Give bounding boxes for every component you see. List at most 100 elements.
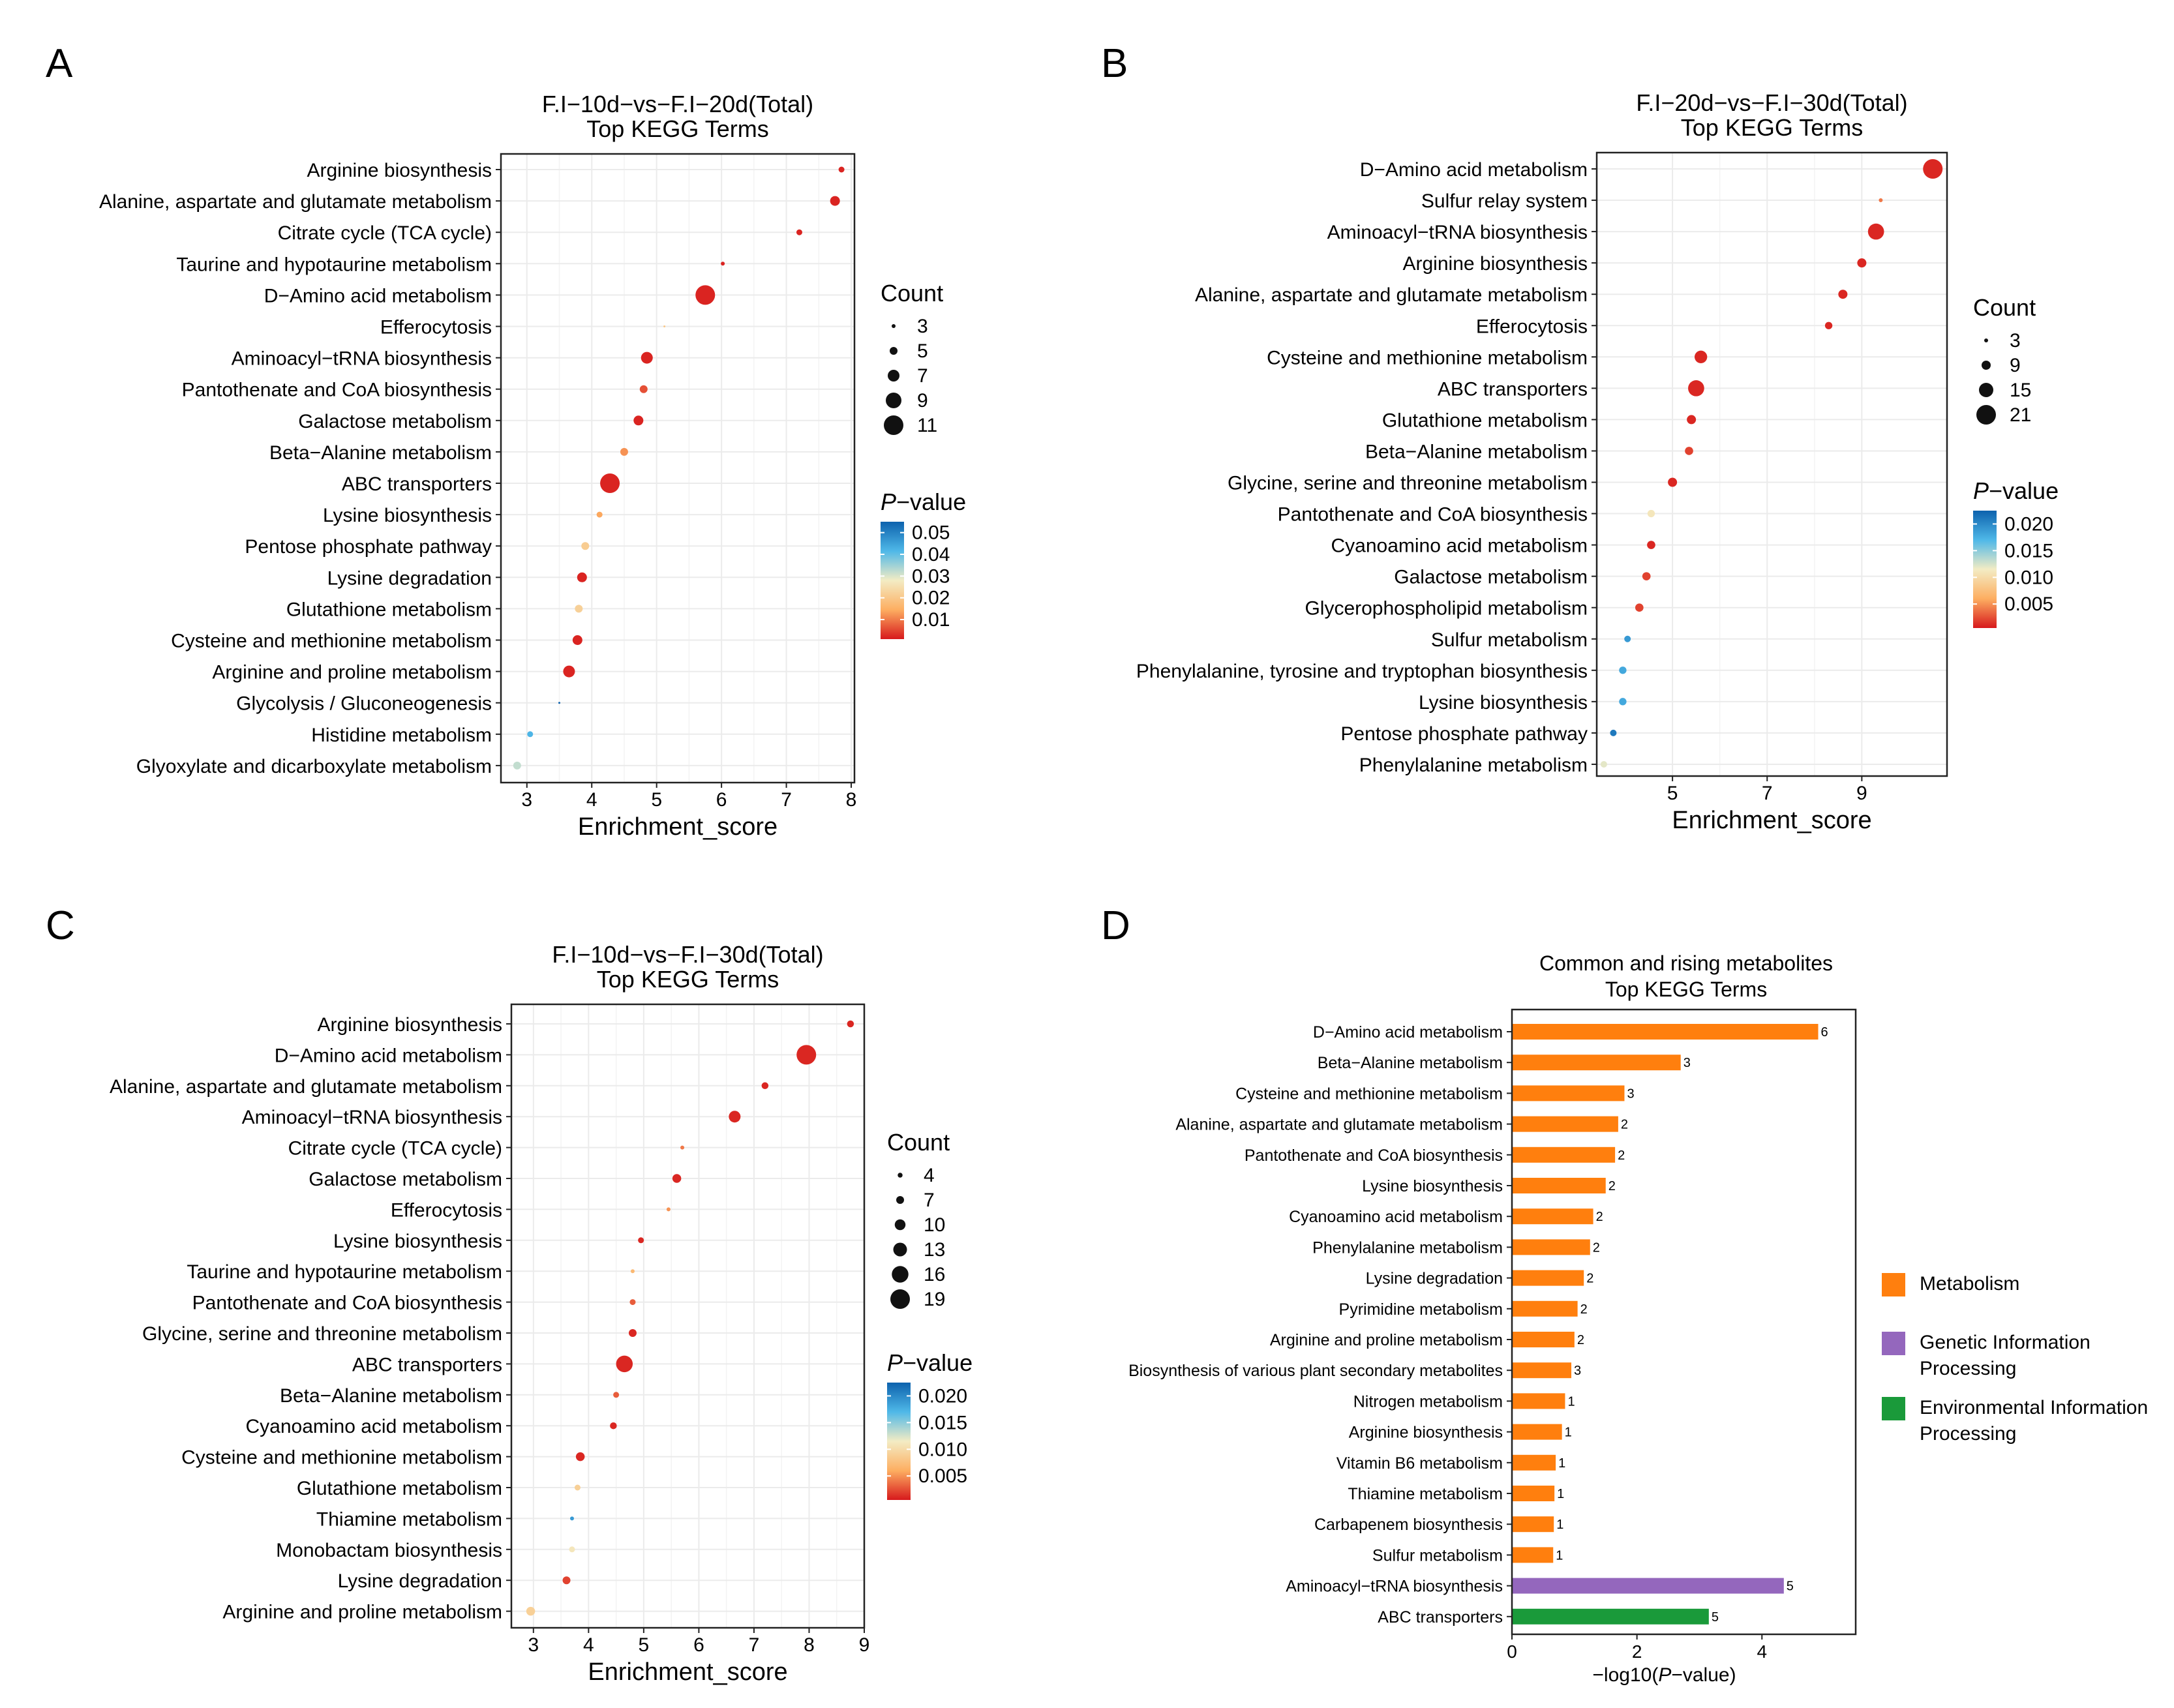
category-label: Cyanoamino acid metabolism [1289, 1208, 1503, 1226]
x-axis-label: Enrichment_score [1672, 807, 1871, 834]
data-point [613, 1392, 620, 1398]
chart-subtitle: Top KEGG Terms [586, 115, 768, 142]
size-legend-label: 9 [917, 390, 928, 412]
plot-background [1597, 153, 1947, 776]
term-label: Beta−Alanine metabolism [280, 1385, 502, 1407]
term-label: Glutathione metabolism [286, 599, 492, 620]
bar [1512, 1393, 1565, 1409]
bar-count-label: 1 [1567, 1394, 1575, 1409]
x-tick-label: 4 [583, 1634, 594, 1656]
x-tick-label: 5 [651, 789, 662, 811]
bar-count-label: 2 [1580, 1302, 1588, 1317]
size-legend-dot [896, 1196, 904, 1204]
data-point [563, 665, 575, 678]
size-legend-dot [894, 1219, 906, 1231]
size-legend-dot [893, 1242, 907, 1257]
bar-count-label: 1 [1558, 1456, 1565, 1471]
color-bar-label: 0.010 [918, 1439, 967, 1460]
color-legend-title: P−value [881, 488, 966, 515]
data-point [672, 1174, 682, 1183]
category-label: Arginine biosynthesis [1349, 1424, 1503, 1442]
data-point [1635, 603, 1644, 612]
category-label: Arginine and proline metabolism [1270, 1331, 1503, 1349]
size-legend-label: 4 [924, 1165, 935, 1186]
size-legend-dot [892, 324, 896, 328]
term-label: Lysine biosynthesis [333, 1231, 502, 1252]
x-tick-label: 8 [804, 1634, 815, 1656]
data-point [575, 1452, 585, 1461]
x-tick-label: 7 [781, 789, 792, 811]
bar-count-label: 3 [1627, 1086, 1634, 1101]
size-legend-label: 3 [917, 316, 928, 337]
color-bar-label: 0.005 [2004, 593, 2053, 615]
term-label: Glycine, serine and threonine metabolism [142, 1323, 502, 1345]
chart-subtitle: Top KEGG Terms [1605, 978, 1767, 1001]
data-point [574, 1484, 581, 1491]
data-point [830, 196, 840, 206]
term-label: Arginine biosynthesis [307, 160, 492, 181]
category-label: Carbapenem biosynthesis [1314, 1516, 1503, 1534]
term-label: Arginine biosynthesis [1403, 253, 1588, 275]
x-tick-label: 4 [586, 789, 597, 811]
color-bar [881, 522, 904, 639]
panel-a-dotplot: F.I−10d−vs−F.I−20d(Total)Top KEGG Terms A… [99, 91, 966, 841]
size-legend-dot [1976, 405, 1996, 425]
x-tick-label: 6 [693, 1634, 704, 1656]
bar [1512, 1362, 1572, 1379]
panel-c-dotplot: F.I−10d−vs−F.I−30d(Total)Top KEGG Terms A… [110, 941, 973, 1686]
term-label: Thiamine metabolism [316, 1508, 502, 1530]
term-label: Galactose metabolism [309, 1169, 502, 1190]
data-point [838, 166, 845, 173]
x-tick-label: 6 [716, 789, 727, 811]
term-label: D−Amino acid metabolism [1360, 159, 1588, 181]
data-point [526, 1606, 536, 1616]
bar [1512, 1024, 1819, 1040]
color-legend-title-p: P [881, 488, 896, 515]
bar [1512, 1116, 1618, 1132]
legend-label: Processing [1920, 1358, 2016, 1379]
data-point [620, 447, 628, 456]
data-point [600, 473, 620, 493]
color-bar-label: 0.020 [2004, 513, 2053, 535]
bar [1512, 1270, 1584, 1286]
term-label: Alanine, aspartate and glutamate metabol… [1195, 284, 1588, 306]
bar [1512, 1208, 1593, 1225]
x-tick-label: 7 [1762, 783, 1773, 804]
size-legend-label: 3 [2010, 330, 2021, 352]
legend-label: Processing [1920, 1423, 2016, 1445]
term-label: Alanine, aspartate and glutamate metabol… [99, 191, 492, 213]
bar-count-label: 6 [1821, 1025, 1828, 1040]
term-label: Pantothenate and CoA biosynthesis [192, 1293, 502, 1314]
term-label: ABC transporters [352, 1354, 502, 1375]
category-label: Cysteine and methionine metabolism [1235, 1085, 1503, 1103]
color-bar-label: 0.02 [912, 588, 950, 609]
category-label: Alanine, aspartate and glutamate metabol… [1175, 1116, 1503, 1134]
plot-border [510, 1003, 866, 1629]
data-point [577, 572, 587, 582]
chart-subtitle: Top KEGG Terms [597, 966, 779, 993]
category-label: D−Amino acid metabolism [1313, 1023, 1503, 1041]
size-legend-label: 7 [917, 365, 928, 387]
size-legend-dot [886, 393, 901, 408]
data-point [638, 1237, 644, 1244]
term-label: Lysine biosynthesis [323, 505, 492, 526]
term-label: Glycerophospholipid metabolism [1305, 598, 1588, 620]
term-label: Citrate cycle (TCA cycle) [278, 222, 492, 244]
data-point [1824, 322, 1833, 329]
panel-label-a: A [46, 41, 73, 86]
bar [1512, 1332, 1575, 1347]
bar-count-label: 2 [1608, 1179, 1616, 1193]
data-point [663, 325, 666, 327]
data-point [569, 1516, 574, 1521]
bar [1512, 1239, 1590, 1255]
size-legend-dot [1984, 338, 1988, 342]
panel-label-b: B [1101, 41, 1128, 86]
bar-count-label: 1 [1556, 1518, 1563, 1532]
term-label: Phenylalanine metabolism [1359, 755, 1588, 776]
size-legend-dot [1979, 383, 1993, 397]
x-tick-label: 3 [528, 1634, 539, 1656]
size-legend-dot [890, 347, 898, 355]
term-label: Sulfur relay system [1421, 190, 1588, 212]
bar [1512, 1608, 1709, 1625]
term-label: Arginine and proline metabolism [222, 1602, 502, 1623]
